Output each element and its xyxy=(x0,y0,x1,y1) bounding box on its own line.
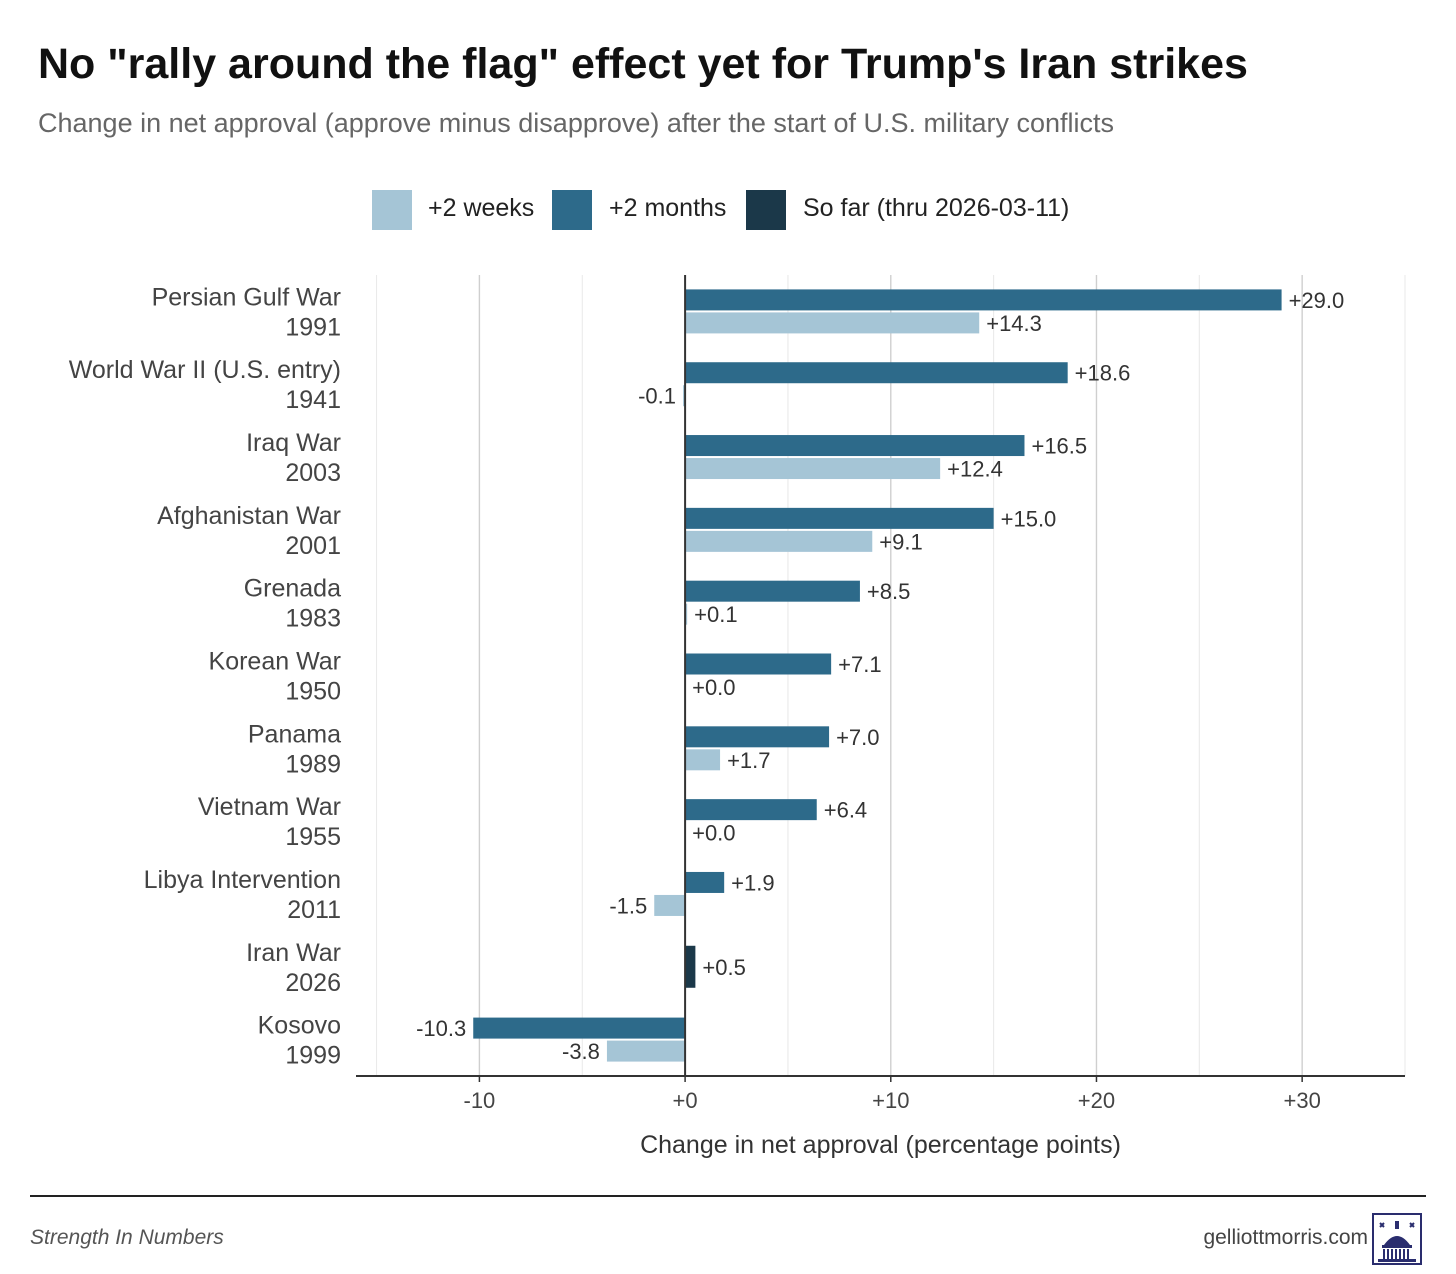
footer-divider xyxy=(30,1195,1426,1197)
bar xyxy=(654,894,686,916)
legend-label-2-weeks: +2 weeks xyxy=(428,194,535,222)
category-label: Korean War xyxy=(209,648,341,676)
category-label: Afghanistan War xyxy=(157,502,341,530)
capitol-dome-icon xyxy=(1372,1213,1422,1265)
category-label: Grenada xyxy=(244,575,341,603)
x-tick-label: +10 xyxy=(872,1088,909,1113)
category-year-label: 1941 xyxy=(285,386,341,414)
legend: +2 weeks +2 months So far (thru 2026-03-… xyxy=(0,188,1456,230)
category-label: Vietnam War xyxy=(198,793,341,821)
bar xyxy=(683,385,686,407)
chart-subtitle: Change in net approval (approve minus di… xyxy=(38,108,1115,138)
category-year-label: 1991 xyxy=(285,313,341,341)
category-year-label: 1989 xyxy=(285,750,341,778)
bar xyxy=(685,530,873,552)
legend-swatch-so-far xyxy=(746,190,786,230)
data-label: -10.3 xyxy=(416,1016,466,1041)
category-label: Persian Gulf War xyxy=(152,283,341,311)
bar xyxy=(685,435,1025,457)
bar xyxy=(685,289,1282,311)
data-label: +6.4 xyxy=(824,798,867,823)
category-year-label: 2003 xyxy=(285,459,341,487)
footer-site: gelliottmorris.com xyxy=(1203,1226,1368,1249)
category-year-label: 1955 xyxy=(285,823,341,851)
category-label: Panama xyxy=(248,720,341,748)
footer-source: Strength In Numbers xyxy=(30,1226,224,1249)
bar xyxy=(685,580,860,602)
bar xyxy=(685,507,994,529)
chart-title: No "rally around the flag" effect yet fo… xyxy=(38,40,1248,88)
bar xyxy=(685,458,941,480)
bar xyxy=(685,799,817,821)
legend-swatch-2-months xyxy=(552,190,592,230)
data-label: +29.0 xyxy=(1289,288,1345,313)
category-label: World War II (U.S. entry) xyxy=(69,356,341,384)
data-label: -0.1 xyxy=(638,384,676,409)
bar xyxy=(685,603,688,625)
data-label: +8.5 xyxy=(867,579,910,604)
x-tick-label: +0 xyxy=(673,1088,698,1113)
x-tick-label: -10 xyxy=(464,1088,496,1113)
data-label: +1.9 xyxy=(731,870,774,895)
bar xyxy=(685,945,696,988)
data-label: +15.0 xyxy=(1001,506,1057,531)
data-label: +16.5 xyxy=(1031,434,1087,459)
data-label: +18.6 xyxy=(1075,361,1131,386)
category-year-label: 1950 xyxy=(285,678,341,706)
category-year-label: 2001 xyxy=(285,532,341,560)
category-year-label: 1999 xyxy=(285,1042,341,1070)
x-tick-label: +30 xyxy=(1283,1088,1320,1113)
legend-label-so-far: So far (thru 2026-03-11) xyxy=(803,194,1070,222)
data-label: +7.0 xyxy=(836,725,879,750)
category-label: Kosovo xyxy=(258,1012,341,1040)
legend-label-2-months: +2 months xyxy=(609,194,727,222)
data-label: +12.4 xyxy=(947,457,1003,482)
data-label: +0.5 xyxy=(702,955,745,980)
bar xyxy=(685,749,721,771)
category-label: Iran War xyxy=(246,939,341,967)
bar xyxy=(473,1017,686,1039)
data-label: +0.0 xyxy=(692,675,735,700)
data-label: -3.8 xyxy=(562,1039,600,1064)
x-tick-label: +20 xyxy=(1078,1088,1115,1113)
bar xyxy=(685,653,832,675)
bar xyxy=(685,362,1068,384)
data-label: +0.1 xyxy=(694,602,737,627)
data-label: -1.5 xyxy=(609,893,647,918)
data-label: +9.1 xyxy=(879,529,922,554)
bar xyxy=(685,312,980,334)
data-label: +7.1 xyxy=(838,652,881,677)
data-label: +14.3 xyxy=(986,311,1042,336)
bar xyxy=(606,1040,686,1062)
x-axis-title: Change in net approval (percentage point… xyxy=(640,1131,1121,1159)
category-year-label: 2026 xyxy=(285,969,341,997)
category-label: Iraq War xyxy=(246,429,341,457)
data-label: +0.0 xyxy=(692,821,735,846)
category-year-label: 1983 xyxy=(285,605,341,633)
legend-swatch-2-weeks xyxy=(372,190,412,230)
bar xyxy=(685,726,830,748)
bar xyxy=(685,871,725,893)
data-label: +1.7 xyxy=(727,748,770,773)
category-year-label: 2011 xyxy=(287,896,341,924)
category-label: Libya Intervention xyxy=(144,866,341,894)
